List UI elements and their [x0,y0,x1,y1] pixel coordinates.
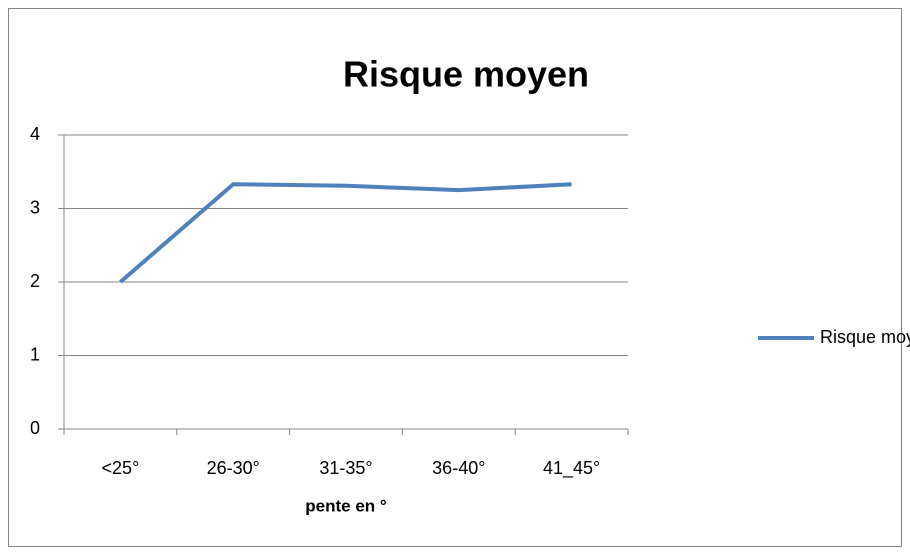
series-line [119,182,572,284]
y-tick-label: 3 [30,197,40,217]
x-tick-label: 36-40° [432,458,485,478]
y-tick-label: 0 [30,418,40,438]
x-tick-label: 26-30° [207,458,260,478]
x-tick-label: 41_45° [543,458,600,479]
x-tick-label: <25° [102,458,140,478]
x-tick-label: 31-35° [319,458,372,478]
chart-title: Risque moyen [343,54,589,95]
chart-frame [8,8,902,547]
legend-label: Risque moyen [820,327,910,347]
x-axis-label: pente en ° [305,496,387,515]
y-tick-label: 4 [30,124,40,144]
y-tick-label: 2 [30,271,40,291]
y-tick-label: 1 [30,344,40,364]
